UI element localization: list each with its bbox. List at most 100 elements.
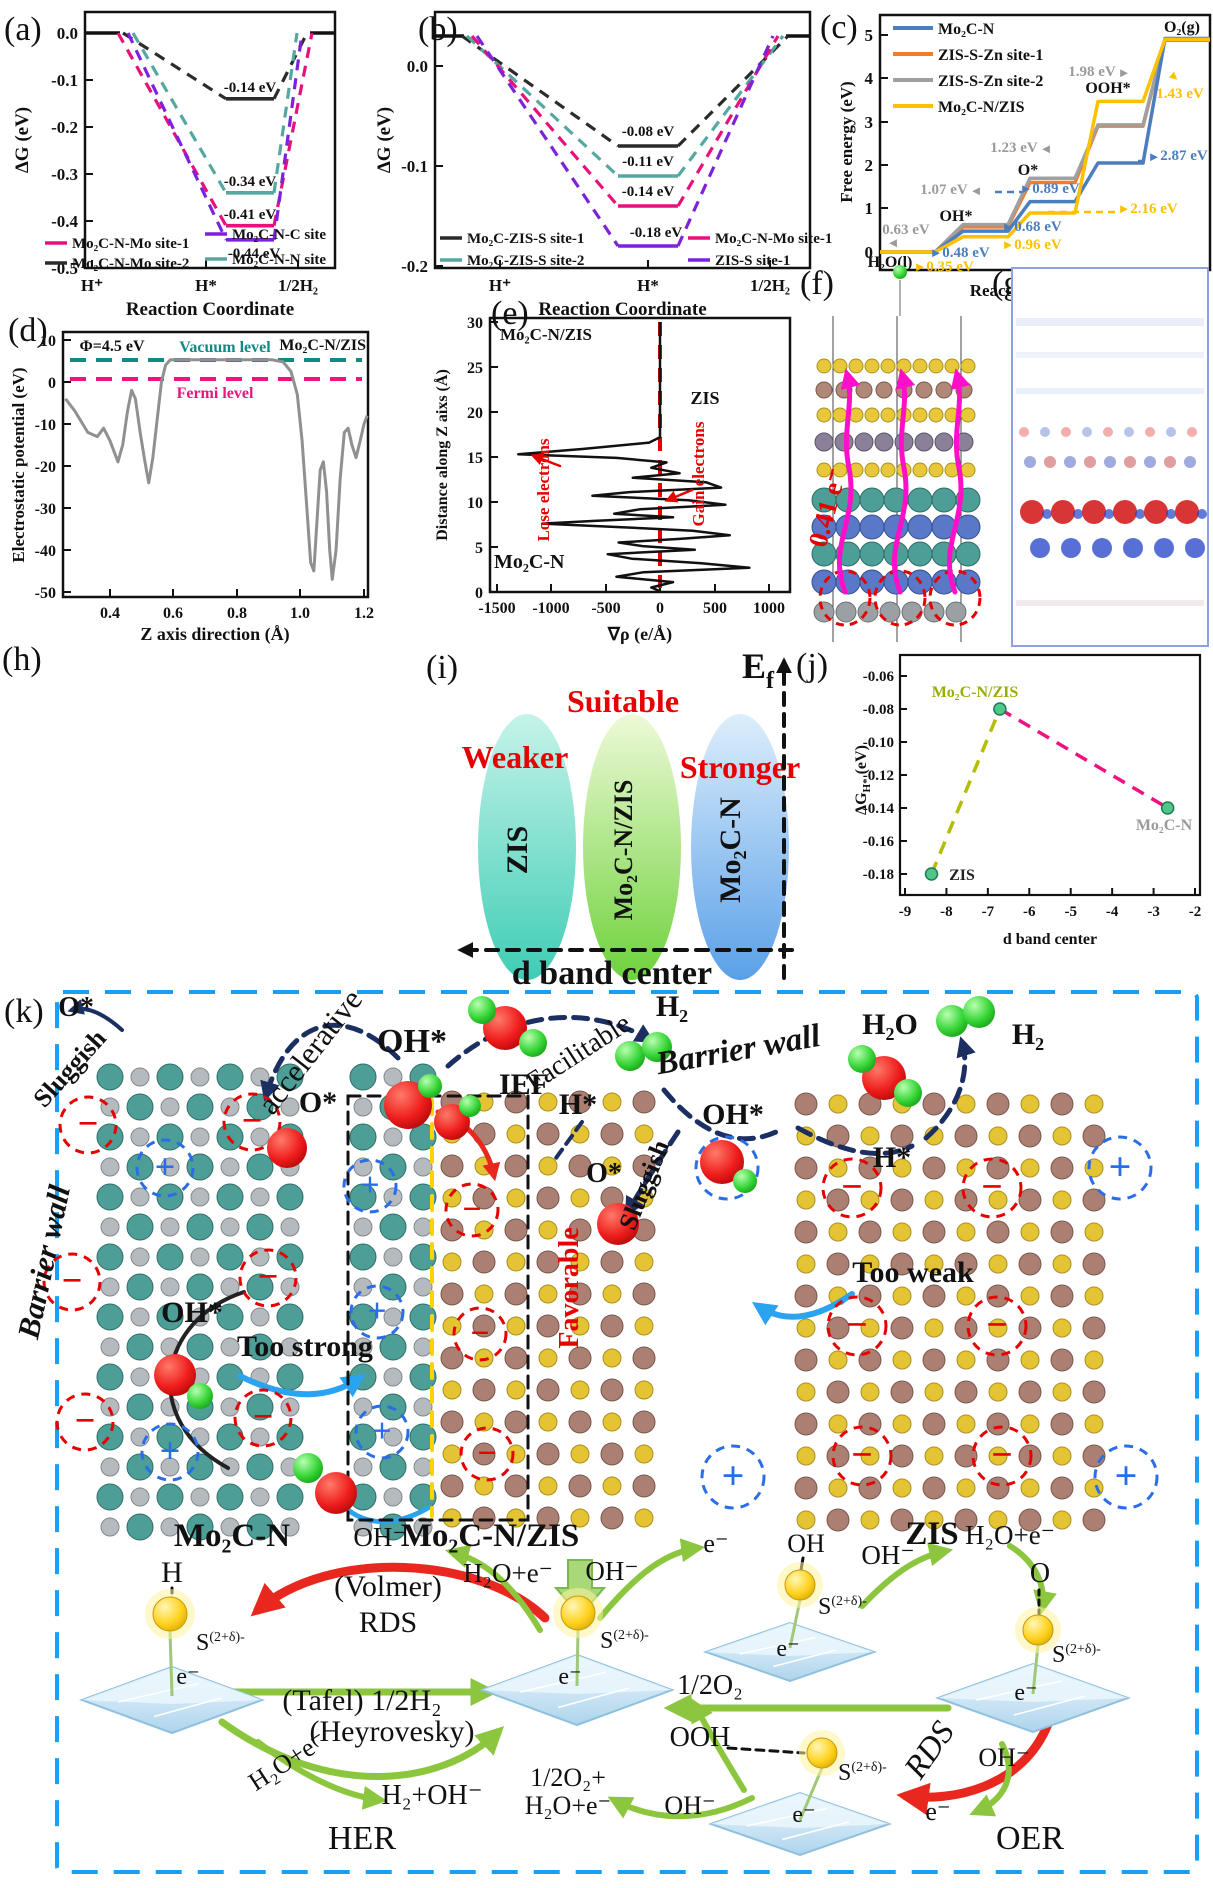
s-atom [828, 1158, 848, 1178]
c-atom [100, 1337, 120, 1357]
tafel-label: (Tafel) 1/2H₂ [282, 1684, 441, 1717]
charge-transfer-arrow [836, 368, 861, 595]
density-blob [1104, 456, 1116, 468]
annotation-arrow: ► [1118, 201, 1131, 216]
c-atom [383, 1067, 403, 1087]
in-zn-atom [922, 1284, 946, 1308]
sluggish-right-label: Sluggish [613, 1135, 675, 1233]
negative-charge-circle [58, 1095, 118, 1155]
trend-segment-2 [998, 707, 1169, 810]
in-zn-atom [986, 1284, 1010, 1308]
in-zn-atom [986, 1412, 1010, 1436]
in-zn-atom [536, 1442, 560, 1466]
navy-arc-facilitable [445, 1014, 656, 1069]
in-zn-atom [1082, 1508, 1106, 1532]
y-tick-label: -0.2 [401, 257, 428, 276]
y-tick-label: 0.0 [57, 24, 78, 43]
s-atom [602, 1092, 622, 1112]
in-zn-atom [1082, 1252, 1106, 1276]
s-atom [924, 1254, 944, 1274]
annotation: 0.68 eV [1014, 219, 1062, 235]
y-tick-label: -30 [35, 501, 56, 518]
in-zn-atom [1018, 1508, 1042, 1532]
c-atom [353, 1337, 373, 1357]
in-zn-atom [986, 1220, 1010, 1244]
system-label: Mo₂C-N/ZIS [500, 325, 592, 344]
c-atom [413, 1457, 433, 1477]
s-atom [634, 1252, 654, 1272]
atom [907, 514, 933, 540]
in-zn-atom [954, 1380, 978, 1404]
rds-oer-label: RDS [897, 1715, 962, 1786]
negative-charge-circle [222, 1092, 282, 1152]
in-zn-atom [440, 1154, 464, 1178]
density-blob-blue [1154, 538, 1174, 558]
rds-oer-arrow [896, 1719, 1053, 1815]
navy-arc-right-3 [923, 1036, 976, 1141]
charge-sign: − [62, 1261, 83, 1301]
hydrogen-atom [187, 1383, 213, 1409]
in-zn-atom [858, 1284, 882, 1308]
mo-atom [126, 1513, 154, 1541]
in-zn-atom [440, 1346, 464, 1370]
s-atom [892, 1414, 912, 1434]
in-zn-atom [504, 1346, 528, 1370]
density-blob [1064, 456, 1076, 468]
hydrogen-atom [936, 1005, 968, 1037]
density-blob [1187, 427, 1197, 437]
c-atom [413, 1397, 433, 1417]
x-axis-label: Z axis direction (Å) [140, 624, 289, 645]
s-atom [538, 1156, 558, 1176]
annotation: 0.48 eV [942, 245, 990, 261]
in-zn-atom [504, 1154, 528, 1178]
navy-arc-right-1 [661, 1087, 779, 1142]
density-blob-blue [1135, 509, 1145, 519]
annotation: 1.43 eV [1156, 86, 1204, 102]
in-zn-atom [1018, 1380, 1042, 1404]
x-axis-label: Reaction Coordinate [538, 299, 706, 320]
annotation: 2.16 eV [1130, 201, 1178, 217]
atom [960, 358, 976, 374]
oer-label: OER [996, 1820, 1064, 1857]
s-atom [1052, 1446, 1072, 1466]
s-atom [506, 1316, 526, 1336]
oxygen-atom [154, 1354, 196, 1396]
ice-streak [773, 1649, 837, 1668]
negative-charge-circle [459, 1426, 515, 1482]
in-zn-atom [890, 1252, 914, 1276]
legend-item: Mo₂C-N [938, 21, 995, 38]
density-blob [1124, 427, 1134, 437]
panel-i-label: (i) [426, 649, 458, 686]
in-zn-atom [794, 1412, 818, 1436]
in-zn-atom [1050, 1156, 1074, 1180]
in-zn-atom [986, 1092, 1010, 1116]
in-zn-atom [1050, 1348, 1074, 1372]
sulfur-site-label: S(2+δ)- [838, 1760, 887, 1786]
data-point [1160, 801, 1175, 815]
in-zn-atom [1082, 1188, 1106, 1212]
h-atom [893, 265, 907, 279]
x-tick-label: H⁺ [81, 276, 103, 295]
in-zn-atom [1050, 1284, 1074, 1308]
y-axis-label: Distance along Z aixs (Å) [433, 369, 451, 541]
charge-sign: − [462, 1191, 481, 1228]
charge-transfer-arrow [891, 368, 916, 595]
series-ascent [676, 34, 790, 148]
h-star-right-label: H* [873, 1141, 911, 1174]
mo-atom [276, 1303, 304, 1331]
positive-charge-circle [700, 1444, 766, 1510]
y-tick-label: -0.08 [863, 702, 894, 718]
c-atom [100, 1517, 120, 1537]
c-atom [353, 1217, 373, 1237]
y-tick-label: -0.4 [51, 212, 78, 231]
legend-item: Mo₂C-ZIS-S site-2 [467, 253, 584, 269]
charge-sign: − [75, 1401, 96, 1441]
d-band-blob [583, 714, 681, 980]
suitable-label: Suitable [567, 683, 679, 719]
in-zn-atom [600, 1506, 624, 1530]
x-tick-label: 0.6 [163, 605, 183, 622]
in-zn-atom [1082, 1316, 1106, 1340]
positive-charge-circle [342, 1158, 398, 1214]
in-zn-atom [472, 1442, 496, 1466]
